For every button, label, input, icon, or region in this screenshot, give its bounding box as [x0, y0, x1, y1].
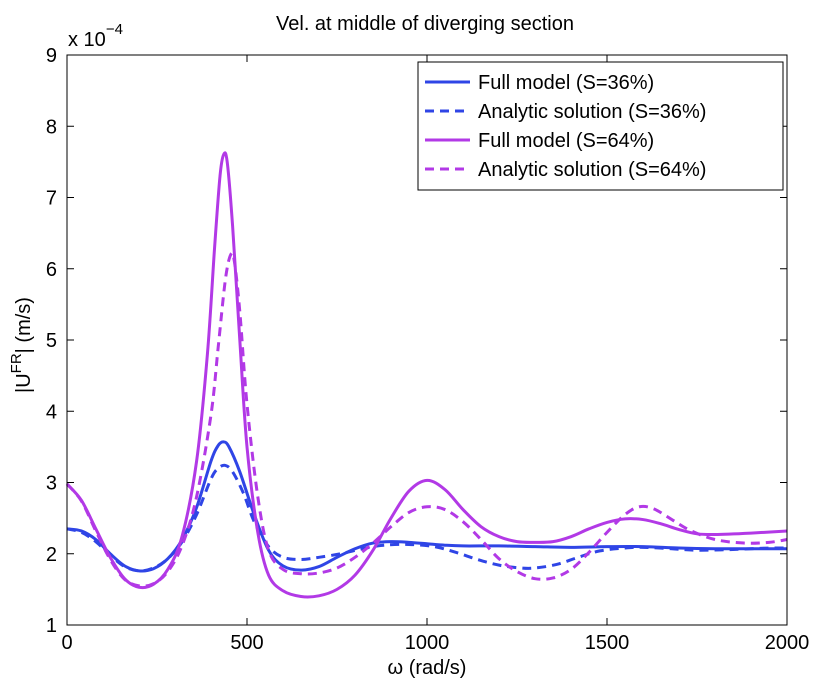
x-tick-label: 0: [61, 632, 72, 654]
y-axis-exponent: x 10−4: [68, 21, 123, 51]
y-axis-label-super: FR: [8, 353, 25, 373]
y-axis-ticks: 1 2 3 4 5 6 7 8 9: [46, 45, 787, 637]
y-axis-label-suffix: | (m/s): [13, 297, 35, 353]
y-axis-label: |UFR| (m/s): [8, 297, 35, 393]
legend-label-full-model-s-64: Full model (S=64%): [478, 130, 654, 152]
legend: Full model (S=36%) Analytic solution (S=3…: [417, 61, 784, 191]
y-tick-label: 9: [46, 45, 57, 67]
legend-label-full-model-s-36: Full model (S=36%): [478, 72, 654, 94]
series-layer: [65, 151, 788, 599]
exponent-base-text: x 10: [68, 29, 106, 51]
series-line-analytic-solution-s-64: [65, 251, 788, 588]
y-tick-label: 7: [46, 188, 57, 210]
y-tick-label: 5: [46, 330, 57, 352]
y-tick-label: 6: [46, 259, 57, 281]
x-axis-label: ω (rad/s): [388, 657, 467, 679]
legend-label-analytic-solution-s-64: Analytic solution (S=64%): [478, 159, 706, 181]
series-line-full-model-s-36: [66, 440, 787, 573]
exponent-power: −4: [106, 21, 123, 38]
y-tick-label: 8: [46, 116, 57, 138]
exponent-base: x 10−4: [68, 21, 123, 51]
y-axis-label-prefix: |U: [13, 373, 35, 393]
chart-title: Vel. at middle of diverging section: [276, 13, 574, 35]
legend-entries: Full model (S=36%) Analytic solution (S=3…: [425, 72, 706, 181]
x-tick-label: 500: [230, 632, 263, 654]
legend-label-analytic-solution-s-36: Analytic solution (S=36%): [478, 101, 706, 123]
y-tick-label: 1: [46, 615, 57, 637]
x-tick-label: 1000: [405, 632, 450, 654]
y-tick-label: 4: [46, 401, 57, 423]
series-line-full-model-s-64: [65, 151, 788, 599]
x-tick-label: 1500: [585, 632, 630, 654]
y-tick-label: 2: [46, 544, 57, 566]
legend-box: [417, 61, 784, 191]
series-line-analytic-solution-s-36: [66, 463, 788, 573]
x-axis-ticks: 0 500 1000 1500 2000: [61, 55, 809, 654]
x-tick-label: 2000: [765, 632, 810, 654]
y-tick-label: 3: [46, 473, 57, 495]
